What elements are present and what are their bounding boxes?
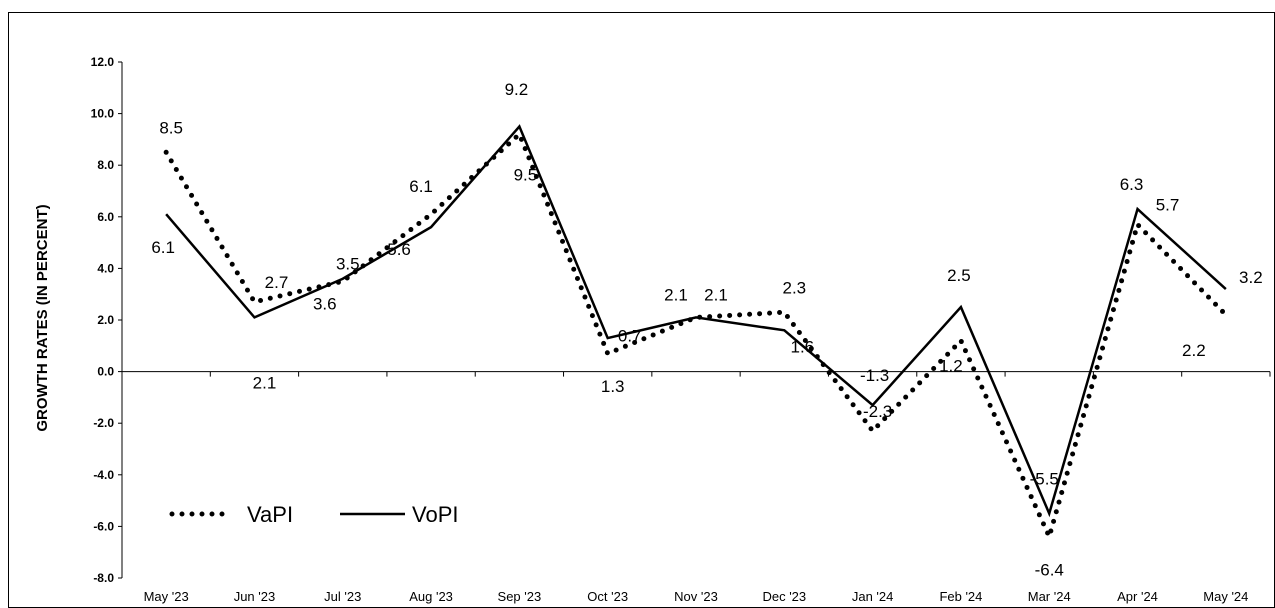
data-label-vapi: 9.2: [505, 80, 529, 99]
x-tick-label: Feb '24: [939, 589, 982, 604]
data-label-vopi: 6.3: [1120, 175, 1144, 194]
x-tick-label: May '24: [1203, 589, 1248, 604]
series-lines: [163, 124, 1229, 545]
x-tick-label: Dec '23: [762, 589, 806, 604]
y-tick-label: -6.0: [93, 519, 114, 533]
data-label-vopi: 5.6: [387, 240, 411, 259]
y-tick-label: 12.0: [91, 55, 115, 69]
series-line-vopi: [165, 124, 1227, 518]
y-tick-label: -8.0: [93, 571, 114, 585]
x-tick-label: Jun '23: [234, 589, 276, 604]
series-line-vapi: [163, 129, 1229, 545]
data-label-vopi: 3.6: [313, 295, 337, 314]
y-tick-labels: 12.0 10.0 8.0 6.0 4.0 2.0 0.0 -2.0 -4.0 -6.0 -8.0: [91, 55, 115, 585]
x-tick-label: Mar '24: [1028, 589, 1071, 604]
data-label-vapi: 6.1: [409, 177, 433, 196]
data-label-vopi: 9.5: [514, 166, 538, 185]
legend-label-vopi: VoPI: [412, 502, 458, 527]
y-tick-label: 6.0: [97, 210, 114, 224]
legend-label-vapi: VaPI: [247, 502, 293, 527]
y-tick-label: -2.0: [93, 416, 114, 430]
data-label-vapi: 5.7: [1156, 196, 1180, 215]
data-label-vapi: -6.4: [1035, 561, 1064, 580]
data-label-vapi: 2.7: [265, 273, 289, 292]
x-tick-label: Jul '23: [324, 589, 361, 604]
x-tick-labels: May '23 Jun '23 Jul '23 Aug '23 Sep '23 Oct '…: [144, 589, 1249, 604]
x-tick-label: Apr '24: [1117, 589, 1158, 604]
data-label-vapi: 8.5: [159, 118, 183, 137]
data-label-vapi: 2.3: [782, 278, 806, 297]
x-tick-label: Nov '23: [674, 589, 718, 604]
data-label-vopi: 3.2: [1239, 268, 1263, 287]
data-label-vapi: 2.1: [664, 285, 688, 304]
data-label-vopi: -1.3: [860, 366, 889, 385]
y-tick-label: -4.0: [93, 468, 114, 482]
data-label-vopi: 2.5: [947, 266, 971, 285]
data-label-vapi: 3.5: [336, 254, 360, 273]
y-tick-label: 10.0: [91, 107, 115, 121]
y-axis-label: GROWTH RATES (IN PERCENT): [34, 204, 51, 431]
x-tick-label: Aug '23: [409, 589, 453, 604]
y-tick-label: 8.0: [97, 158, 114, 172]
legend: VaPI VoPI: [169, 502, 458, 527]
data-label-vopi: 1.3: [601, 377, 625, 396]
data-label-vapi: 2.2: [1182, 341, 1206, 360]
data-label-vapi: 1.2: [939, 357, 963, 376]
data-label-vopi: -5.5: [1030, 470, 1059, 489]
x-tick-label: May '23: [144, 589, 189, 604]
data-label-vapi: 0.7: [618, 327, 642, 346]
data-label-vopi: 6.1: [151, 238, 175, 257]
data-label-vopi: 2.1: [704, 285, 728, 304]
data-label-vapi: -2.3: [863, 402, 892, 421]
x-tick-label: Jan '24: [852, 589, 894, 604]
chart-axes: [118, 61, 1271, 579]
x-tick-label: Oct '23: [587, 589, 628, 604]
data-label-vopi: 2.1: [253, 373, 277, 392]
y-tick-label: 4.0: [97, 261, 114, 275]
y-tick-label: 2.0: [97, 313, 114, 327]
data-label-vopi: 1.6: [790, 337, 814, 356]
y-tick-label: 0.0: [97, 365, 114, 379]
x-tick-label: Sep '23: [498, 589, 542, 604]
data-labels: 8.5 2.7 3.5 6.1 9.2 0.7 2.1 2.3 -2.3 1.2 -6.4 5.7 2.…: [151, 80, 1262, 579]
